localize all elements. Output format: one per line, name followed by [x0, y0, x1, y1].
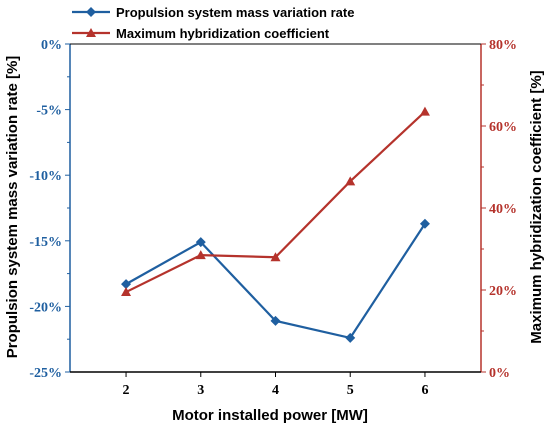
y-right-tick-label: 60% [489, 120, 517, 135]
y-right-tick-label: 0% [489, 366, 510, 381]
hybridization-line [125, 110, 426, 294]
x-tick-label: 4 [272, 383, 279, 398]
legend-mass-variation-label: Propulsion system mass variation rate [116, 5, 354, 20]
x-axis-label: Motor installed power [MW] [172, 407, 368, 424]
y-left-tick-label: -15% [29, 235, 62, 250]
y-right-axis-label: Maximum hybridization coefficient [%] [528, 70, 545, 343]
hybridization-point [195, 250, 206, 260]
x-tick-label: 6 [421, 383, 428, 398]
mass-variation-point [345, 332, 356, 343]
hybridization-point [419, 106, 430, 116]
legend: Propulsion system mass variation rate Max… [72, 5, 354, 41]
hybridization-point [270, 252, 281, 262]
series [121, 106, 430, 343]
x-tick-label: 5 [347, 383, 354, 398]
y-right-tick-label: 20% [489, 284, 517, 299]
y-left-tick-label: -20% [29, 300, 62, 315]
y-left-tick-label: 0% [41, 38, 62, 53]
y-left-tick-label: -10% [29, 169, 62, 184]
legend-hybridization-label: Maximum hybridization coefficient [116, 26, 330, 41]
legend-hybridization-marker [86, 28, 96, 37]
hybridization-point [121, 287, 132, 297]
y-left-tick-label: -5% [36, 104, 62, 119]
ticks: 2 3 4 5 6 -25% -20% -15% -10% -5% 0% 0% 20% 40% 60% 80% [29, 38, 517, 398]
x-tick-label: 3 [197, 383, 204, 398]
mass-variation-point [270, 315, 281, 326]
y-left-axis-label: Propulsion system mass variation rate [%… [4, 56, 21, 359]
x-tick-label: 2 [123, 383, 130, 398]
y-right-tick-label: 80% [489, 38, 517, 53]
legend-mass-variation-marker [86, 7, 96, 17]
hybridization-point [345, 176, 356, 186]
mass-variation-point [121, 279, 132, 290]
y-left-tick-label: -25% [29, 366, 62, 381]
y-right-tick-label: 40% [489, 202, 517, 217]
mass-variation-point [419, 218, 430, 229]
mass-variation-point [195, 237, 206, 248]
